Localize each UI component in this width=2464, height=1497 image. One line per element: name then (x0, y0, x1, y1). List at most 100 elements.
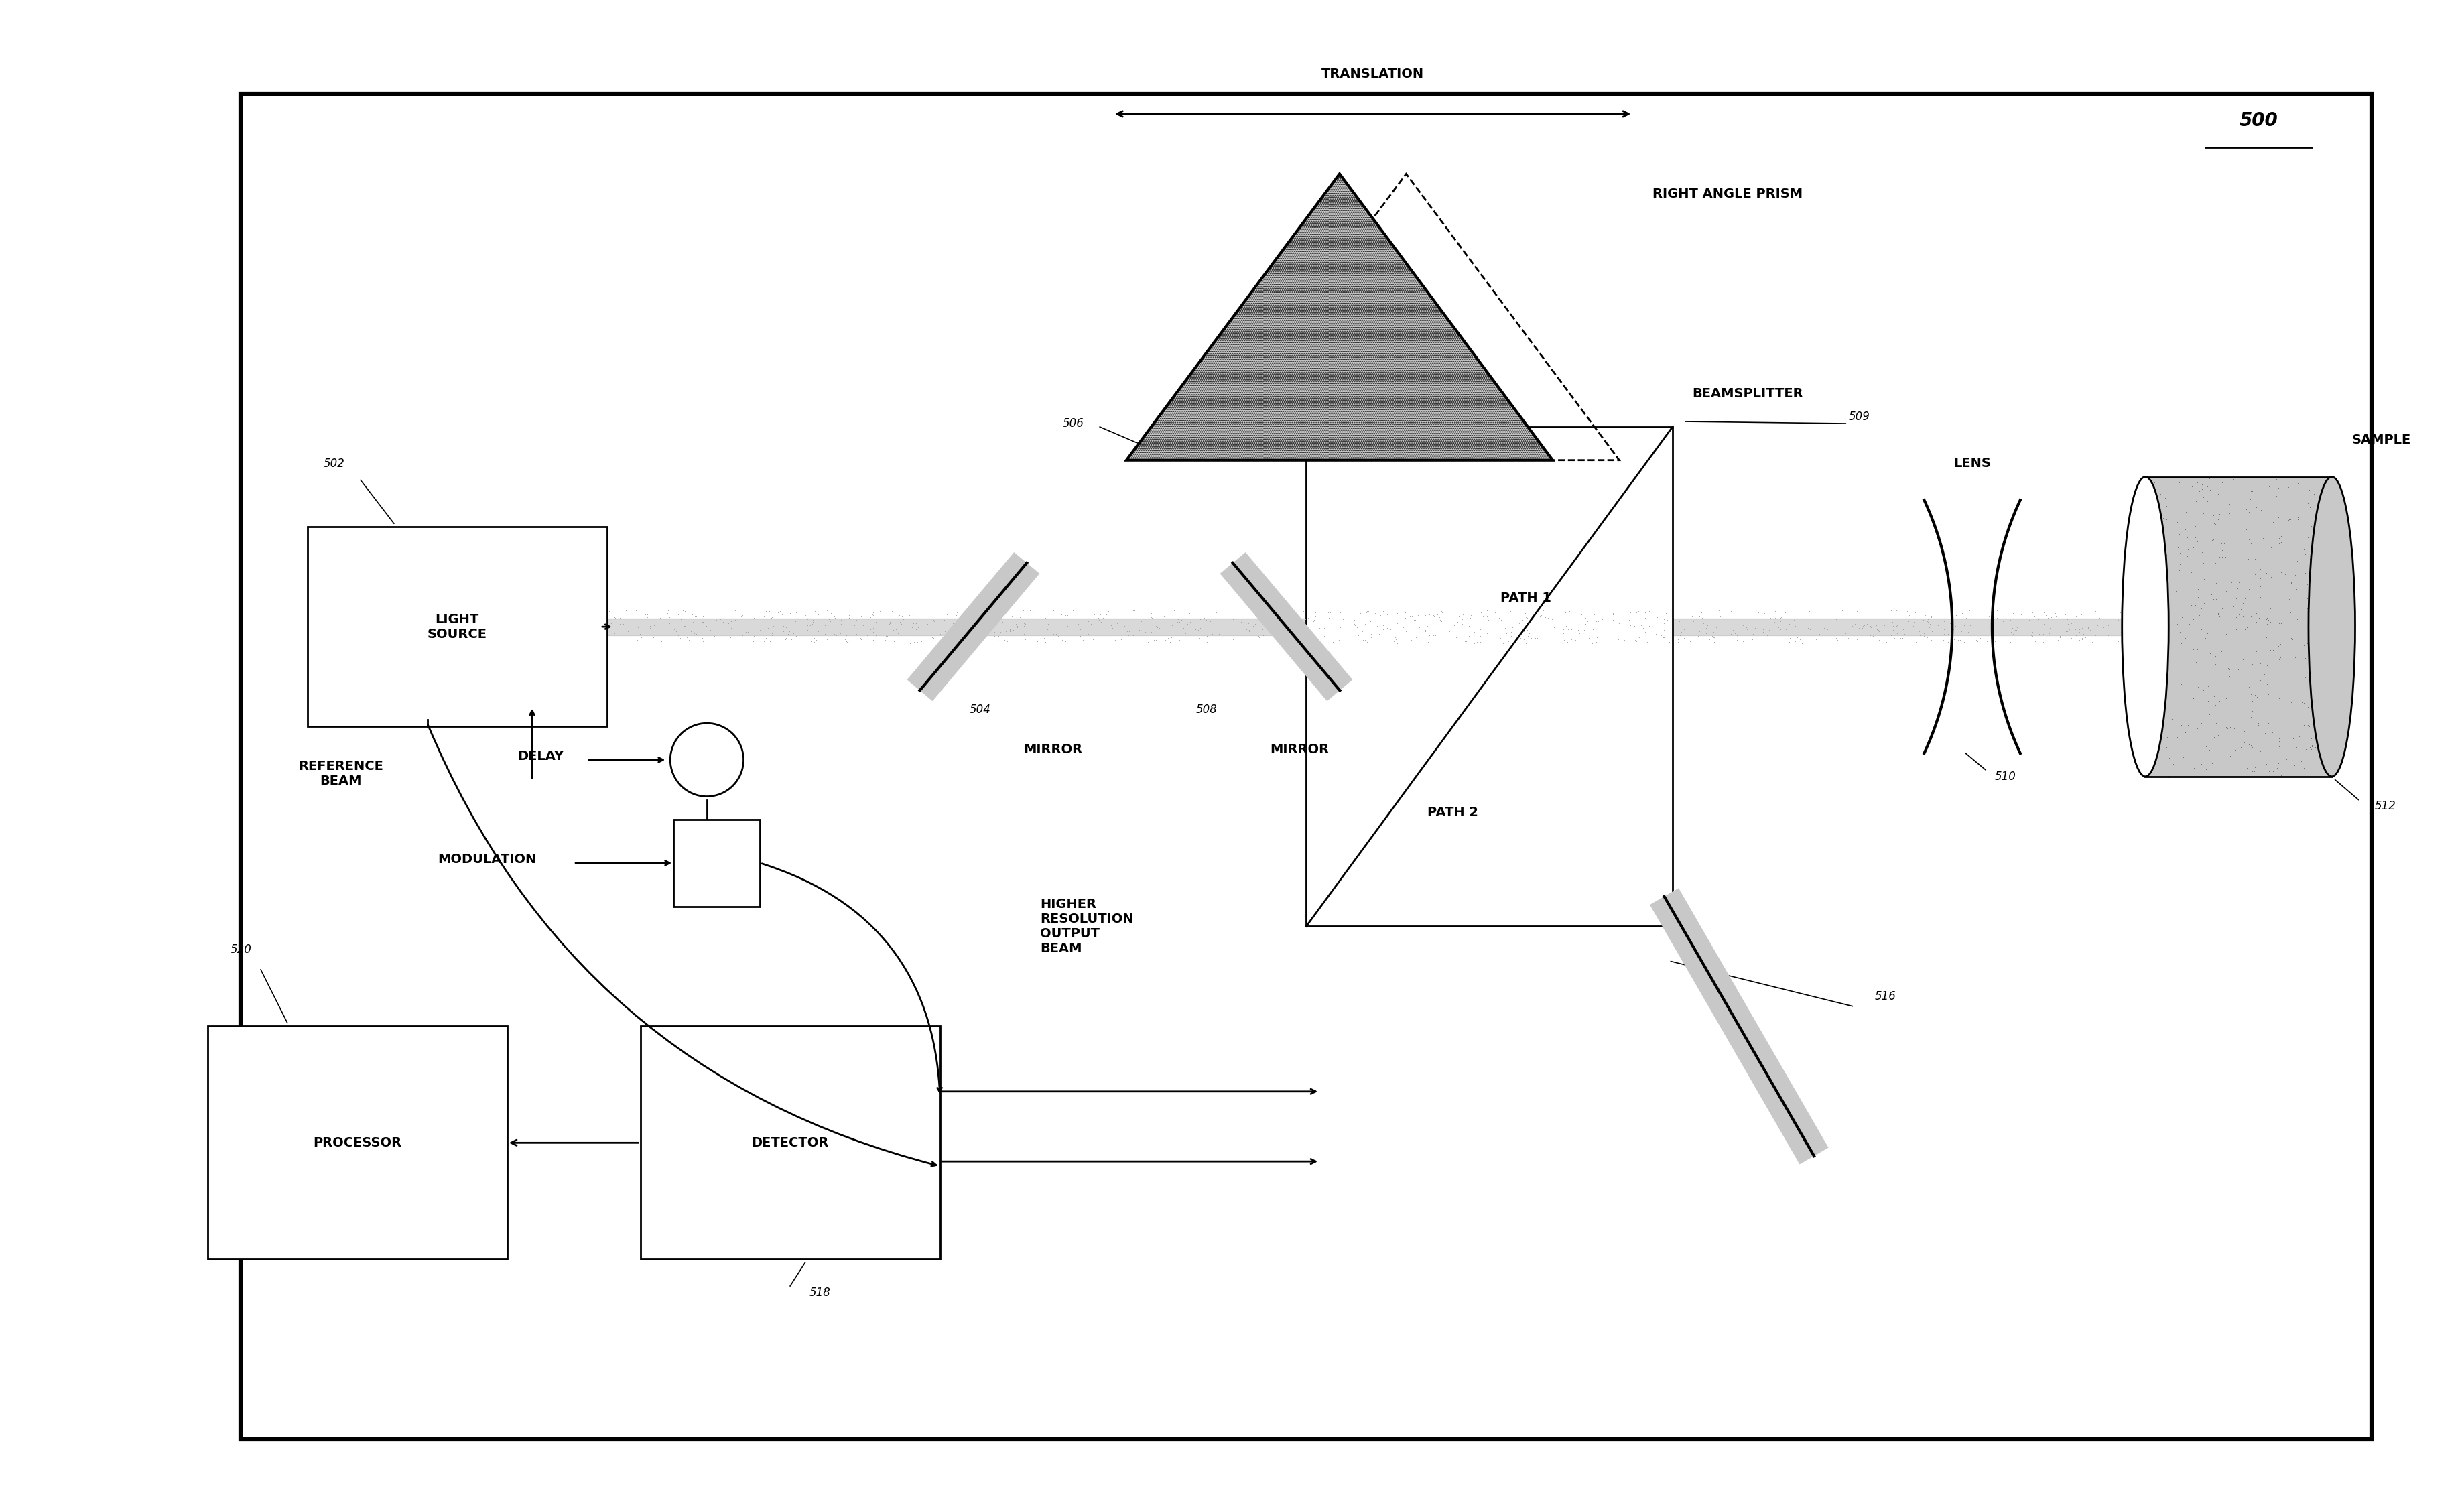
Point (1461, 630, 1501, 654)
Point (2240, 668, 2279, 692)
Point (1693, 626, 1732, 650)
Point (2227, 516, 2267, 540)
Point (2183, 478, 2223, 501)
Point (2203, 704, 2242, 728)
FancyArrowPatch shape (429, 725, 936, 1166)
Point (2198, 482, 2237, 506)
Point (991, 618, 1030, 642)
Point (1491, 621, 1530, 645)
Point (2237, 705, 2277, 729)
Point (1624, 615, 1663, 639)
Point (2232, 602, 2272, 626)
Point (2296, 704, 2336, 728)
Point (2200, 503, 2240, 527)
Point (2168, 757, 2208, 781)
Point (1037, 629, 1077, 653)
Point (1313, 617, 1353, 641)
Point (2304, 627, 2343, 651)
Point (1740, 600, 1779, 624)
Point (2282, 617, 2321, 641)
Point (1072, 612, 1111, 636)
Point (2129, 573, 2168, 597)
Point (1207, 627, 1247, 651)
Point (2038, 629, 2077, 653)
Point (2230, 675, 2269, 699)
Point (1552, 627, 1592, 651)
Point (2230, 487, 2269, 510)
Point (2227, 546, 2267, 570)
Point (1412, 621, 1451, 645)
Point (1153, 614, 1193, 638)
Point (2264, 503, 2304, 527)
Point (2176, 629, 2215, 653)
Point (981, 599, 1020, 623)
Point (2309, 632, 2348, 656)
Point (1057, 615, 1096, 639)
Point (2314, 614, 2353, 638)
Point (1572, 624, 1611, 648)
Point (1082, 609, 1121, 633)
Point (1234, 603, 1274, 627)
Point (1629, 599, 1668, 623)
Point (1577, 609, 1616, 633)
Point (2225, 612, 2264, 636)
Point (1942, 623, 1981, 647)
Point (2284, 605, 2324, 629)
Point (1478, 632, 1518, 656)
Point (2225, 618, 2264, 642)
Point (2301, 624, 2341, 648)
Point (821, 621, 860, 645)
Point (2269, 654, 2309, 678)
Point (1279, 605, 1318, 629)
Point (2208, 611, 2247, 635)
Point (1377, 611, 1417, 635)
Point (1673, 609, 1712, 633)
Point (1910, 615, 1949, 639)
Point (1540, 621, 1579, 645)
Point (1050, 606, 1089, 630)
Point (1850, 614, 1890, 638)
Point (2267, 602, 2306, 626)
Point (2223, 665, 2262, 689)
Bar (2146, 478, 2331, 777)
Point (1069, 609, 1109, 633)
Point (850, 605, 890, 629)
Point (2240, 740, 2279, 763)
Point (690, 629, 729, 653)
Point (1976, 630, 2016, 654)
Point (1493, 615, 1533, 639)
Point (2183, 629, 2223, 653)
Point (2161, 558, 2200, 582)
Point (2272, 630, 2311, 654)
Point (825, 624, 865, 648)
Point (1232, 627, 1271, 651)
Point (1577, 624, 1616, 648)
Point (749, 615, 788, 639)
Point (1818, 605, 1858, 629)
Point (2129, 569, 2168, 593)
Point (961, 611, 1000, 635)
Point (1464, 433, 1503, 457)
Point (1932, 624, 1971, 648)
Point (1030, 599, 1069, 623)
Point (1124, 609, 1163, 633)
Point (2070, 603, 2109, 627)
Point (1666, 630, 1705, 654)
Point (902, 630, 941, 654)
Point (1878, 614, 1917, 638)
Point (914, 600, 954, 624)
Point (828, 630, 867, 654)
Point (2156, 612, 2195, 636)
Point (890, 632, 929, 656)
Point (2264, 708, 2304, 732)
Point (2126, 507, 2166, 531)
Point (2205, 699, 2245, 723)
Point (2166, 627, 2205, 651)
Point (981, 620, 1020, 644)
Point (1799, 599, 1838, 623)
Point (1284, 602, 1323, 626)
Point (2210, 611, 2250, 635)
Point (909, 629, 949, 653)
Point (2232, 519, 2272, 543)
Point (2245, 753, 2284, 777)
